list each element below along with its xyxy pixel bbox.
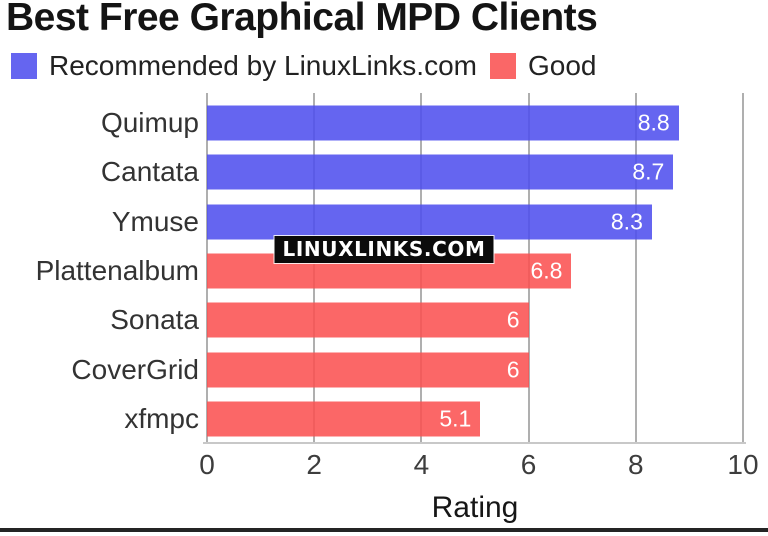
x-tick-label: 4 bbox=[413, 449, 430, 480]
watermark-badge: LINUXLINKS.COM bbox=[274, 236, 494, 263]
category-label: CoverGrid bbox=[71, 353, 199, 385]
x-axis-title: Rating bbox=[431, 491, 519, 524]
gridline bbox=[634, 93, 637, 443]
category-label: Cantata bbox=[100, 156, 199, 188]
bar-cantata: 8.7 bbox=[207, 154, 674, 190]
bar-row: 6 bbox=[207, 345, 743, 394]
x-tick-label: 10 bbox=[727, 449, 759, 480]
category-label: xfmpc bbox=[124, 403, 199, 435]
bar-value-label: 5.1 bbox=[439, 405, 472, 432]
x-tick-label: 0 bbox=[199, 449, 215, 480]
gridline bbox=[742, 93, 744, 443]
x-tick-labels: 0 2 4 6 8 10 bbox=[0, 449, 768, 481]
bar-sonata: 6 bbox=[207, 302, 529, 338]
category-label: Sonata bbox=[110, 304, 199, 336]
bar-value-label: 8.7 bbox=[632, 158, 665, 185]
x-axis-line bbox=[203, 442, 746, 444]
category-axis: Quimup Cantata Ymuse Plattenalbum Sonata Cove… bbox=[0, 98, 199, 444]
legend-label-good: Good bbox=[527, 50, 597, 81]
x-tick-label: 8 bbox=[628, 449, 644, 480]
bar-plattenalbum: 6.8 bbox=[207, 253, 572, 289]
x-tick-label: 2 bbox=[306, 449, 322, 480]
category-label: Quimup bbox=[100, 106, 199, 138]
bars-container: 8.8 8.7 8.3 6.8 6 6 5.1 bbox=[207, 98, 743, 444]
bar-row: 8.7 bbox=[207, 147, 743, 196]
bar-row: 8.3 bbox=[207, 197, 743, 246]
category-label: Ymuse bbox=[111, 205, 199, 237]
legend-label-recommended: Recommended by LinuxLinks.com bbox=[49, 50, 477, 81]
legend-swatch-good bbox=[489, 53, 516, 79]
bar-value-label: 6 bbox=[506, 306, 520, 333]
bar-covergrid: 6 bbox=[207, 352, 529, 388]
bar-quimup: 8.8 bbox=[207, 105, 679, 141]
legend-swatch-recommended bbox=[11, 53, 37, 79]
bar-row: 8.8 bbox=[207, 98, 743, 147]
x-tick-label: 6 bbox=[520, 449, 537, 480]
legend-item-recommended: Recommended by LinuxLinks.com bbox=[11, 50, 477, 82]
bottom-border-line bbox=[0, 528, 768, 532]
bar-value-label: 6.8 bbox=[530, 257, 563, 284]
bar-row: 6 bbox=[207, 296, 743, 345]
bar-value-label: 8.8 bbox=[637, 109, 670, 136]
bar-value-label: 6 bbox=[506, 356, 520, 383]
bar-xfmpc: 5.1 bbox=[207, 401, 481, 437]
legend-item-good: Good bbox=[489, 50, 597, 82]
chart-title: Best Free Graphical MPD Clients bbox=[6, 0, 598, 39]
bar-value-label: 8.3 bbox=[610, 208, 643, 235]
category-label: Plattenalbum bbox=[35, 254, 199, 286]
bar-row: 6.8 bbox=[207, 246, 743, 295]
bar-ymuse: 8.3 bbox=[207, 204, 652, 240]
legend: Recommended by LinuxLinks.com Good bbox=[11, 50, 596, 82]
bar-row: 5.1 bbox=[207, 395, 743, 444]
